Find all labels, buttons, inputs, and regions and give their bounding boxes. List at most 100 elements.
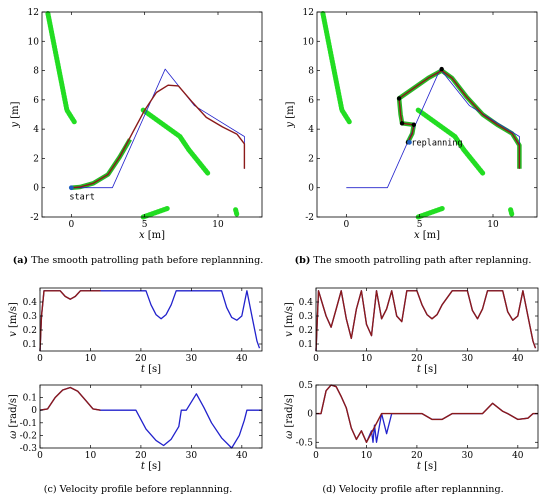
y-tick-label: 2: [33, 154, 39, 164]
y-axis-unit: [rad/s]: [8, 394, 19, 431]
x-tick-label: 30: [462, 451, 474, 461]
chart-a: start 0 5 10 -2 0 2 4 6 8 10 12 x [m] y [m]: [10, 8, 263, 241]
y-tick-label: 6: [33, 96, 39, 106]
annotation-dot: [68, 185, 74, 191]
y-tick-label: -2: [305, 213, 314, 223]
y-tick-label: 0.1: [23, 340, 37, 350]
y-tick-label: 0.1: [23, 394, 37, 404]
chart-f: 0 10 20 30 40 -0.5 0 0.5 t [s] ω [rad/s]: [284, 381, 539, 472]
x-axis-unit: [m]: [145, 230, 166, 241]
y-axis-label: y [m]: [10, 101, 21, 128]
axes-frame: [39, 384, 263, 449]
series-reference: [346, 68, 520, 189]
x-tick-label: 10: [85, 354, 97, 364]
x-tick-label: 30: [186, 451, 198, 461]
x-axis-label: x [m]: [139, 230, 165, 241]
x-tick-label: 0: [313, 451, 319, 461]
x-tick-label: 0: [343, 220, 349, 230]
y-tick-label: 0: [31, 406, 37, 416]
y-tick-label: 2: [308, 154, 314, 164]
series-smooth: [39, 290, 101, 352]
x-tick-label: 20: [411, 354, 423, 364]
x-tick-label: 40: [512, 354, 524, 364]
y-tick-label: 0: [33, 184, 39, 194]
caption-a: (a) The smooth patrolling path before re…: [13, 255, 264, 266]
x-tick-label: 10: [212, 220, 224, 230]
plot-area: [40, 288, 262, 351]
x-tick-label: 10: [361, 354, 373, 364]
y-tick-label: 0: [307, 410, 313, 420]
y-tick-label: 12: [28, 8, 39, 18]
annotation-dot: [407, 139, 412, 145]
x-tick-label: 0: [313, 354, 319, 364]
y-tick-label: 8: [33, 67, 39, 77]
obstacle: [140, 107, 211, 176]
x-axis-label: t [s]: [141, 364, 161, 375]
y-tick-label: 0.3: [299, 312, 314, 322]
x-axis-unit: [s]: [145, 364, 161, 375]
x-axis-label: t [s]: [417, 461, 437, 472]
y-tick-label: 10: [303, 37, 315, 47]
obstacle: [415, 107, 486, 176]
obstacle: [508, 207, 515, 218]
plot-area: [40, 385, 262, 448]
caption-a-tag: (a): [13, 255, 28, 266]
annotation-label: replanning: [411, 138, 462, 148]
x-tick-label: 10: [361, 451, 373, 461]
path-marker: [439, 66, 444, 72]
x-tick-label: 0: [37, 451, 43, 461]
y-tick-label: 8: [308, 67, 314, 77]
series-smooth: [39, 386, 101, 411]
path-marker: [396, 96, 402, 101]
x-axis-label: x [m]: [414, 230, 440, 241]
caption-a-text: The smooth patrolling path before replan…: [28, 255, 263, 266]
x-tick-label: 40: [236, 451, 248, 461]
axes-frame: [316, 11, 538, 218]
x-tick-label: 10: [487, 220, 499, 230]
y-tick-label: 0.3: [23, 312, 38, 322]
obstacle: [320, 11, 352, 125]
x-tick-label: 5: [142, 220, 148, 230]
axes-frame: [315, 384, 539, 449]
x-tick-label: 5: [417, 220, 423, 230]
x-tick-label: 20: [411, 451, 423, 461]
y-tick-label: 0.4: [299, 298, 314, 308]
y-tick-label: 0.5: [299, 381, 314, 391]
x-tick-label: 10: [85, 451, 97, 461]
x-axis-unit: [s]: [145, 461, 161, 472]
chart-b: replanning 0 5 10 -2 0 2 4 6 8 10 12 x [m] y [m]: [285, 8, 538, 241]
y-axis-label: y [m]: [285, 101, 296, 128]
axes-frame: [315, 287, 539, 352]
chart-c: 0 10 20 30 40 0.1 0.2 0.3 0.4 t [s] v [m/s]: [8, 287, 263, 375]
x-tick-label: 0: [68, 220, 74, 230]
chart-e: 0 10 20 30 40 -0.3 -0.2 -0.1 0 0.1 t [s] ω [rad/s]: [8, 384, 263, 472]
y-tick-label: 0.4: [23, 298, 38, 308]
x-tick-label: 30: [186, 354, 198, 364]
y-axis-label: v [m/s]: [8, 302, 19, 337]
y-tick-label: 4: [308, 125, 314, 135]
y-tick-label: 12: [303, 8, 314, 18]
y-tick-label: 0.2: [23, 326, 37, 336]
series-smooth: [316, 384, 538, 443]
y-tick-label: -0.1: [20, 419, 37, 429]
x-axis-unit: [s]: [421, 461, 437, 472]
plot-area: [316, 288, 538, 351]
x-axis-label: t [s]: [141, 461, 161, 472]
axes-frame: [41, 11, 263, 218]
y-tick-label: 0.1: [299, 340, 313, 350]
path-marker: [411, 122, 416, 127]
y-tick-label: 0.2: [299, 326, 313, 336]
path-marker: [399, 121, 405, 126]
y-tick-label: -0.2: [20, 431, 37, 441]
y-tick-label: 4: [33, 125, 39, 135]
y-axis-unit: [rad/s]: [284, 394, 295, 431]
y-tick-label: 0: [308, 184, 314, 194]
x-axis-unit: [m]: [420, 230, 441, 241]
y-axis-unit: [m/s]: [284, 302, 295, 331]
caption-b-text: The smooth patrolling path after replann…: [310, 255, 531, 266]
y-axis-label: ω [rad/s]: [8, 394, 19, 439]
y-axis-unit: [m]: [10, 101, 21, 122]
chart-d: 0 10 20 30 40 0.1 0.2 0.3 0.4 t [s] v [m/s]: [284, 287, 539, 375]
y-axis-unit: [m]: [285, 101, 296, 122]
x-tick-label: 20: [135, 354, 147, 364]
